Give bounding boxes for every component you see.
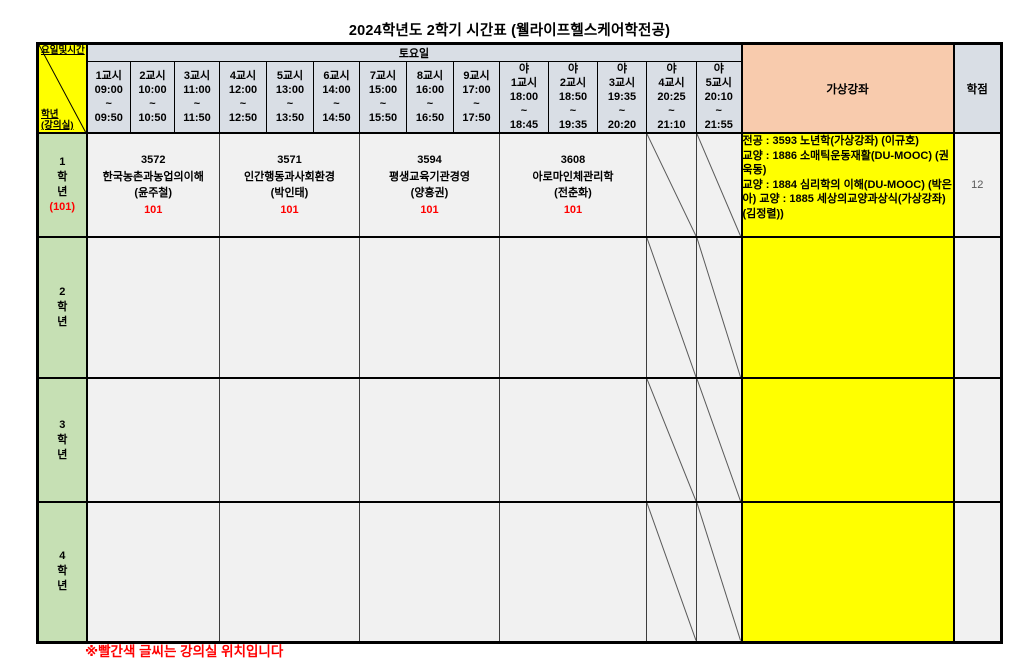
- grade-label: 학년: [41, 109, 59, 120]
- diagonal-line-icon: [647, 238, 696, 377]
- credits-value-grade-1: 12: [953, 132, 1002, 237]
- diagonal-line-icon: [647, 379, 696, 501]
- credits-value-grade-3: [953, 377, 1002, 502]
- grade-1-room: (101): [49, 201, 76, 213]
- diagonal-line-icon: [697, 134, 741, 236]
- period-header-6: 6교시 14:00 ~14:50: [313, 61, 360, 134]
- period-header-night-1: 야 1교시 18:00 ~18:45: [499, 61, 549, 134]
- empty-cell: [499, 501, 647, 642]
- red-text-footnote: ※빨간색 글씨는 강의실 위치입니다: [85, 644, 284, 659]
- no-class-cell: [696, 377, 742, 502]
- empty-cell: [219, 236, 360, 378]
- saturday-header: 토요일: [86, 43, 742, 62]
- credits-header: 학점: [952, 43, 1002, 134]
- period-header-night-2: 야 2교시 18:50 ~19:35: [548, 61, 598, 134]
- diagonal-line-icon: [697, 238, 741, 377]
- empty-cell: [359, 501, 500, 642]
- course-room: 101: [563, 203, 583, 216]
- no-class-cell: [696, 132, 742, 237]
- credits-value-grade-4: [953, 501, 1002, 642]
- diagonal-line-icon: [647, 134, 696, 236]
- corner-cell: 요일및시간 학년 (강의실): [37, 43, 88, 134]
- course-cell-3608: 3608 아로마인체관리학 (전춘화) 101: [499, 132, 647, 237]
- no-class-cell: [696, 501, 742, 642]
- diagonal-line-icon: [697, 379, 741, 501]
- empty-cell: [499, 236, 647, 378]
- empty-cell: [219, 501, 360, 642]
- no-class-cell: [646, 501, 697, 642]
- empty-cell: [359, 377, 500, 502]
- no-class-cell: [646, 236, 697, 378]
- period-header-2: 2교시 10:00 ~10:50: [130, 61, 175, 134]
- virtual-courses-cell-empty: [740, 501, 955, 642]
- course-cell-3571: 3571 인간행동과사회환경 (박인태) 101: [219, 132, 360, 237]
- period-header-1: 1교시 09:00 ~09:50: [86, 61, 131, 134]
- virtual-courses-cell-empty: [740, 377, 955, 502]
- room-label: (강의실): [41, 120, 74, 131]
- empty-cell: [86, 377, 220, 502]
- empty-cell: [499, 377, 647, 502]
- empty-cell: [359, 236, 500, 378]
- empty-cell: [219, 377, 360, 502]
- no-class-cell: [646, 132, 697, 237]
- day-time-axis-label: 요일및시간: [41, 45, 85, 56]
- period-header-9: 9교시 17:00 ~17:50: [453, 61, 500, 134]
- corner-diagonal-icon: [39, 45, 86, 132]
- period-header-3: 3교시 11:00 ~11:50: [174, 61, 220, 134]
- period-header-row: 1교시 09:00 ~09:50 2교시 10:00 ~10:50 3교시 11:00 ~1…: [38, 61, 1002, 134]
- virtual-courses-cell: 전공 : 3593 노년학(가상강좌) (이규호) 교양 : 1886 소매틱운동…: [740, 132, 955, 237]
- course-cell-3594: 3594 평생교육기관경영 (양흥권) 101: [359, 132, 500, 237]
- period-header-night-3: 야 3교시 19:35 ~20:20: [597, 61, 647, 134]
- virtual-course-header: 가상강좌: [740, 43, 954, 134]
- diagonal-line-icon: [647, 503, 696, 641]
- timetable: 요일및시간 학년 (강의실) 토요일 가상강좌 학점 1교시 09:00 ~09:5…: [36, 42, 1003, 644]
- empty-cell: [86, 236, 220, 378]
- diagonal-line-icon: [697, 503, 741, 641]
- period-header-8: 8교시 16:00 ~16:50: [406, 61, 454, 134]
- no-class-cell: [646, 377, 697, 502]
- grade-axis-label: 학년 (강의실): [41, 109, 85, 131]
- period-header-7: 7교시 15:00 ~15:50: [359, 61, 407, 134]
- virtual-courses-cell-empty: [740, 236, 955, 378]
- course-room: 101: [420, 203, 439, 216]
- period-header-night-5: 야 5교시 20:10 ~21:55: [696, 61, 742, 134]
- page-title: 2024학년도 2학기 시간표 (웰라이프헬스케어학전공): [348, 23, 671, 39]
- no-class-cell: [696, 236, 742, 378]
- course-room: 101: [280, 203, 299, 216]
- empty-cell: [86, 501, 220, 642]
- credits-value-grade-2: [953, 236, 1002, 378]
- course-cell-3572: 3572 한국농촌과농업의이해 (윤주철) 101: [86, 132, 220, 237]
- period-header-night-4: 야 4교시 20:25 ~21:10: [646, 61, 697, 134]
- period-header-5: 5교시 13:00 ~13:50: [266, 61, 314, 134]
- day-header-row: 요일및시간 학년 (강의실) 토요일 가상강좌 학점: [37, 43, 1002, 134]
- period-header-4: 4교시 12:00 ~12:50: [219, 61, 267, 134]
- course-room: 101: [144, 203, 163, 216]
